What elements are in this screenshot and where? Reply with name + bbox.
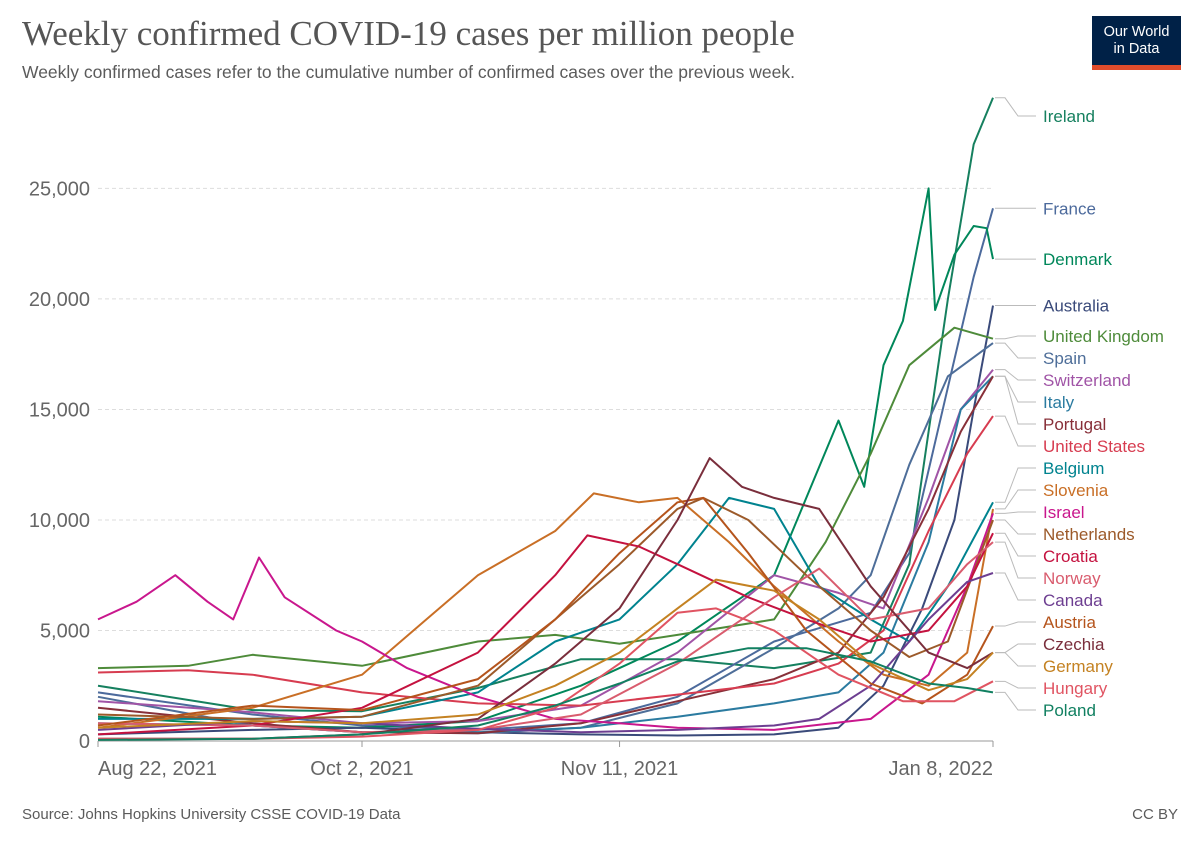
source-note: Source: Johns Hopkins University CSSE CO… [22, 806, 401, 823]
series-label-czechia[interactable]: Czechia [1043, 635, 1105, 654]
series-line-hungary[interactable] [98, 607, 994, 740]
series-label-croatia[interactable]: Croatia [1043, 547, 1098, 566]
series-label-italy[interactable]: Italy [1043, 393, 1075, 412]
series-label-france[interactable]: France [1043, 199, 1096, 218]
x-tick-label: Jan 8, 2022 [888, 758, 993, 780]
label-connector [995, 532, 1036, 557]
chart-subtitle: Weekly confirmed cases refer to the cumu… [22, 62, 795, 82]
label-connector [995, 572, 1036, 601]
series-label-australia[interactable]: Australia [1043, 297, 1110, 316]
series-line-france[interactable] [97, 208, 994, 731]
y-tick-label: 10,000 [29, 510, 90, 532]
series-label-norway[interactable]: Norway [1043, 569, 1101, 588]
label-connector [995, 369, 1036, 381]
series-label-israel[interactable]: Israel [1043, 503, 1085, 522]
series-label-united-kingdom[interactable]: United Kingdom [1043, 327, 1164, 346]
series-line-switzerland[interactable] [97, 369, 994, 725]
label-connector [995, 511, 1036, 514]
y-tick-label: 15,000 [29, 399, 90, 421]
series-labels: Ireland France Denmark Australia United King… [995, 97, 1164, 720]
series-label-spain[interactable]: Spain [1043, 349, 1086, 368]
series-label-austria[interactable]: Austria [1043, 613, 1096, 632]
x-tick-label: Aug 22, 2021 [98, 758, 217, 780]
label-connector [995, 467, 1036, 503]
y-tick-label: 20,000 [29, 289, 90, 311]
series-line-israel[interactable] [97, 512, 994, 731]
series-line-poland[interactable] [97, 647, 994, 741]
series-line-croatia[interactable] [97, 532, 994, 736]
series-label-hungary[interactable]: Hungary [1043, 679, 1108, 698]
chart-title: Weekly confirmed COVID-19 cases per mill… [22, 14, 795, 53]
series-label-denmark[interactable]: Denmark [1043, 250, 1112, 269]
series-label-poland[interactable]: Poland [1043, 701, 1096, 720]
y-axis: 0 5,000 10,000 15,000 20,000 25,000 [29, 178, 90, 753]
series-line-italy[interactable] [97, 375, 994, 734]
owid-logo[interactable]: Our World in Data [1092, 16, 1181, 70]
logo-line-2: in Data [1113, 41, 1160, 57]
series-label-ireland[interactable]: Ireland [1043, 107, 1095, 126]
series-label-netherlands[interactable]: Netherlands [1043, 525, 1135, 544]
label-connector [995, 621, 1036, 627]
label-connector [995, 415, 1036, 447]
series-line-belgium[interactable] [98, 496, 994, 720]
logo-accent-bar [1092, 65, 1181, 70]
series-label-slovenia[interactable]: Slovenia [1043, 481, 1109, 500]
series-line-netherlands[interactable] [97, 496, 994, 720]
label-connector [995, 643, 1036, 654]
label-connector [995, 342, 1036, 359]
label-connector [995, 375, 1036, 425]
label-connector [995, 519, 1036, 535]
y-tick-label: 5,000 [40, 620, 90, 642]
gridlines [98, 187, 993, 631]
y-tick-label: 0 [79, 731, 90, 753]
series-line-united-states[interactable] [97, 415, 994, 707]
label-connector [995, 652, 1036, 667]
series-label-canada[interactable]: Canada [1043, 591, 1103, 610]
series-lines [97, 97, 994, 741]
license-link[interactable]: CC BY [1132, 806, 1178, 823]
label-connector [995, 691, 1036, 711]
x-tick-label: Nov 11, 2021 [561, 758, 679, 780]
y-tick-label: 25,000 [29, 178, 90, 200]
series-label-portugal[interactable]: Portugal [1043, 415, 1106, 434]
x-tick-label: Oct 2, 2021 [310, 758, 413, 780]
series-label-switzerland[interactable]: Switzerland [1043, 371, 1131, 390]
label-connector [995, 335, 1036, 340]
logo-line-1: Our World [1103, 24, 1170, 40]
series-label-germany[interactable]: Germany [1043, 657, 1113, 676]
label-connector [995, 97, 1036, 117]
series-line-czechia[interactable] [98, 457, 994, 740]
series-line-australia[interactable] [97, 305, 994, 737]
series-line-germany[interactable] [97, 578, 994, 729]
series-label-belgium[interactable]: Belgium [1043, 459, 1104, 478]
label-connector [995, 541, 1036, 579]
label-connector [995, 489, 1036, 510]
x-axis: Aug 22, 2021 Oct 2, 2021 Nov 11, 2021 Jan 8… [97, 740, 994, 780]
series-line-norway[interactable] [97, 541, 994, 734]
label-connector [995, 680, 1036, 689]
series-line-austria[interactable] [97, 496, 994, 727]
series-line-portugal[interactable] [97, 375, 994, 735]
series-label-united-states[interactable]: United States [1043, 437, 1145, 456]
